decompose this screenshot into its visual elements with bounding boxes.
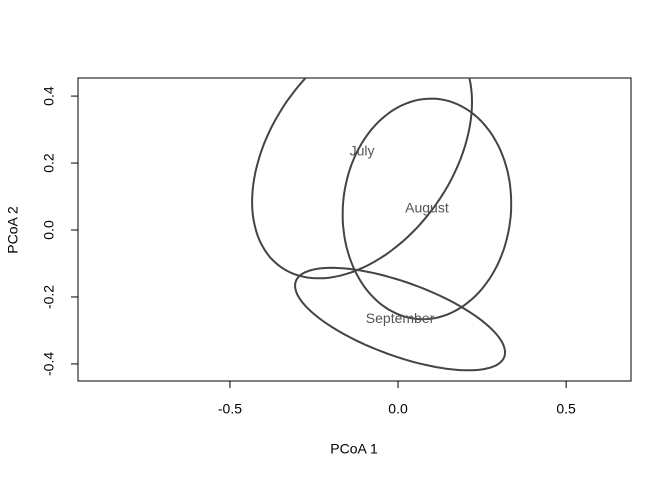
x-tick-label: -0.5 bbox=[218, 401, 242, 417]
y-tick-label: 0.0 bbox=[41, 220, 57, 240]
ellipse-label: August bbox=[405, 200, 449, 216]
y-tick-label: 0.2 bbox=[41, 153, 57, 173]
x-tick-label: 0.5 bbox=[556, 401, 576, 417]
y-tick-label: -0.4 bbox=[41, 352, 57, 376]
ellipse-label: September bbox=[366, 310, 435, 326]
y-tick-label: 0.4 bbox=[41, 86, 57, 106]
y-axis-label: PCoA 2 bbox=[5, 206, 21, 254]
ellipse-label: July bbox=[350, 143, 375, 159]
x-axis-label: PCoA 1 bbox=[330, 441, 378, 457]
y-tick-label: -0.2 bbox=[41, 285, 57, 309]
plot-area: July August September bbox=[251, 78, 513, 372]
ellipse bbox=[294, 266, 506, 372]
plot-frame bbox=[77, 77, 632, 382]
x-tick-label: 0.0 bbox=[388, 401, 408, 417]
ellipse bbox=[341, 97, 513, 321]
ellipse bbox=[251, 78, 474, 280]
